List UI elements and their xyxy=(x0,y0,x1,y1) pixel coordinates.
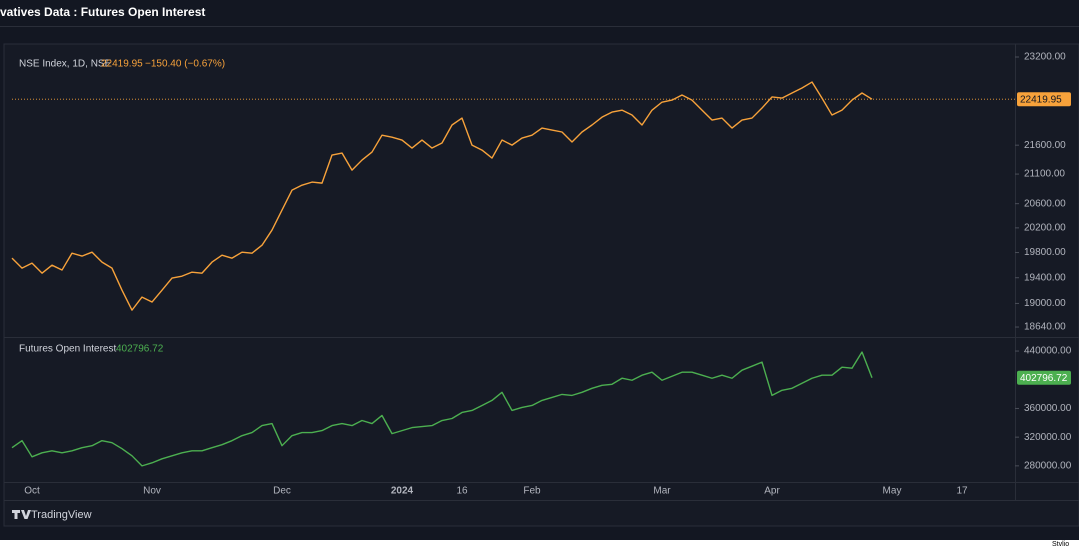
y-tick-label: 440000.00 xyxy=(1024,346,1072,357)
page-title: vatives Data : Futures Open Interest xyxy=(0,5,205,19)
y-tick-label: 21600.00 xyxy=(1024,140,1066,151)
legend-title: NSE Index, 1D, NSE xyxy=(19,59,112,70)
watermark: Stvlio xyxy=(1052,541,1069,548)
header-bar xyxy=(0,0,1079,27)
legend-title: Futures Open Interest xyxy=(19,344,116,355)
y-tick-label: 320000.00 xyxy=(1024,432,1072,443)
y-tick-label: 20200.00 xyxy=(1024,223,1066,234)
bottom-strip xyxy=(0,540,1079,549)
x-tick-label: May xyxy=(883,486,902,497)
price-line xyxy=(11,351,873,467)
x-tick-label: Dec xyxy=(273,486,291,497)
y-tick-label: 20600.00 xyxy=(1024,198,1066,209)
y-tick-label: 19400.00 xyxy=(1024,272,1066,283)
x-tick-label: Apr xyxy=(764,486,780,497)
y-tick-label: 21100.00 xyxy=(1024,169,1065,180)
x-tick-label: Oct xyxy=(24,486,40,497)
x-tick-label: Mar xyxy=(653,486,671,497)
price-line xyxy=(11,81,873,311)
legend-value: 402796.72 xyxy=(116,344,164,355)
y-tick-label: 280000.00 xyxy=(1024,460,1072,471)
chart-frame xyxy=(3,43,1079,527)
last-value-box xyxy=(1017,370,1071,385)
x-tick-label: Feb xyxy=(523,486,541,497)
legend-value: 22419.95 xyxy=(101,59,143,70)
x-tick-label: 2024 xyxy=(391,486,414,497)
logo-icon xyxy=(12,510,31,519)
last-value-box xyxy=(1017,92,1071,107)
y-tick-label: 18640.00 xyxy=(1024,322,1066,333)
x-tick-label: 16 xyxy=(456,486,468,497)
last-value-label: 22419.95 xyxy=(1020,94,1062,105)
y-tick-label: 19000.00 xyxy=(1024,298,1066,309)
legend-change: −150.40 (−0.67%) xyxy=(145,59,225,70)
y-tick-label: 19800.00 xyxy=(1024,247,1066,258)
x-tick-label: 17 xyxy=(956,486,968,497)
y-tick-label: 360000.00 xyxy=(1024,403,1072,414)
branding: TradingView xyxy=(31,509,92,521)
x-tick-label: Nov xyxy=(143,486,161,497)
last-value-label: 402796.72 xyxy=(1020,373,1068,384)
y-tick-label: 23200.00 xyxy=(1024,52,1066,63)
